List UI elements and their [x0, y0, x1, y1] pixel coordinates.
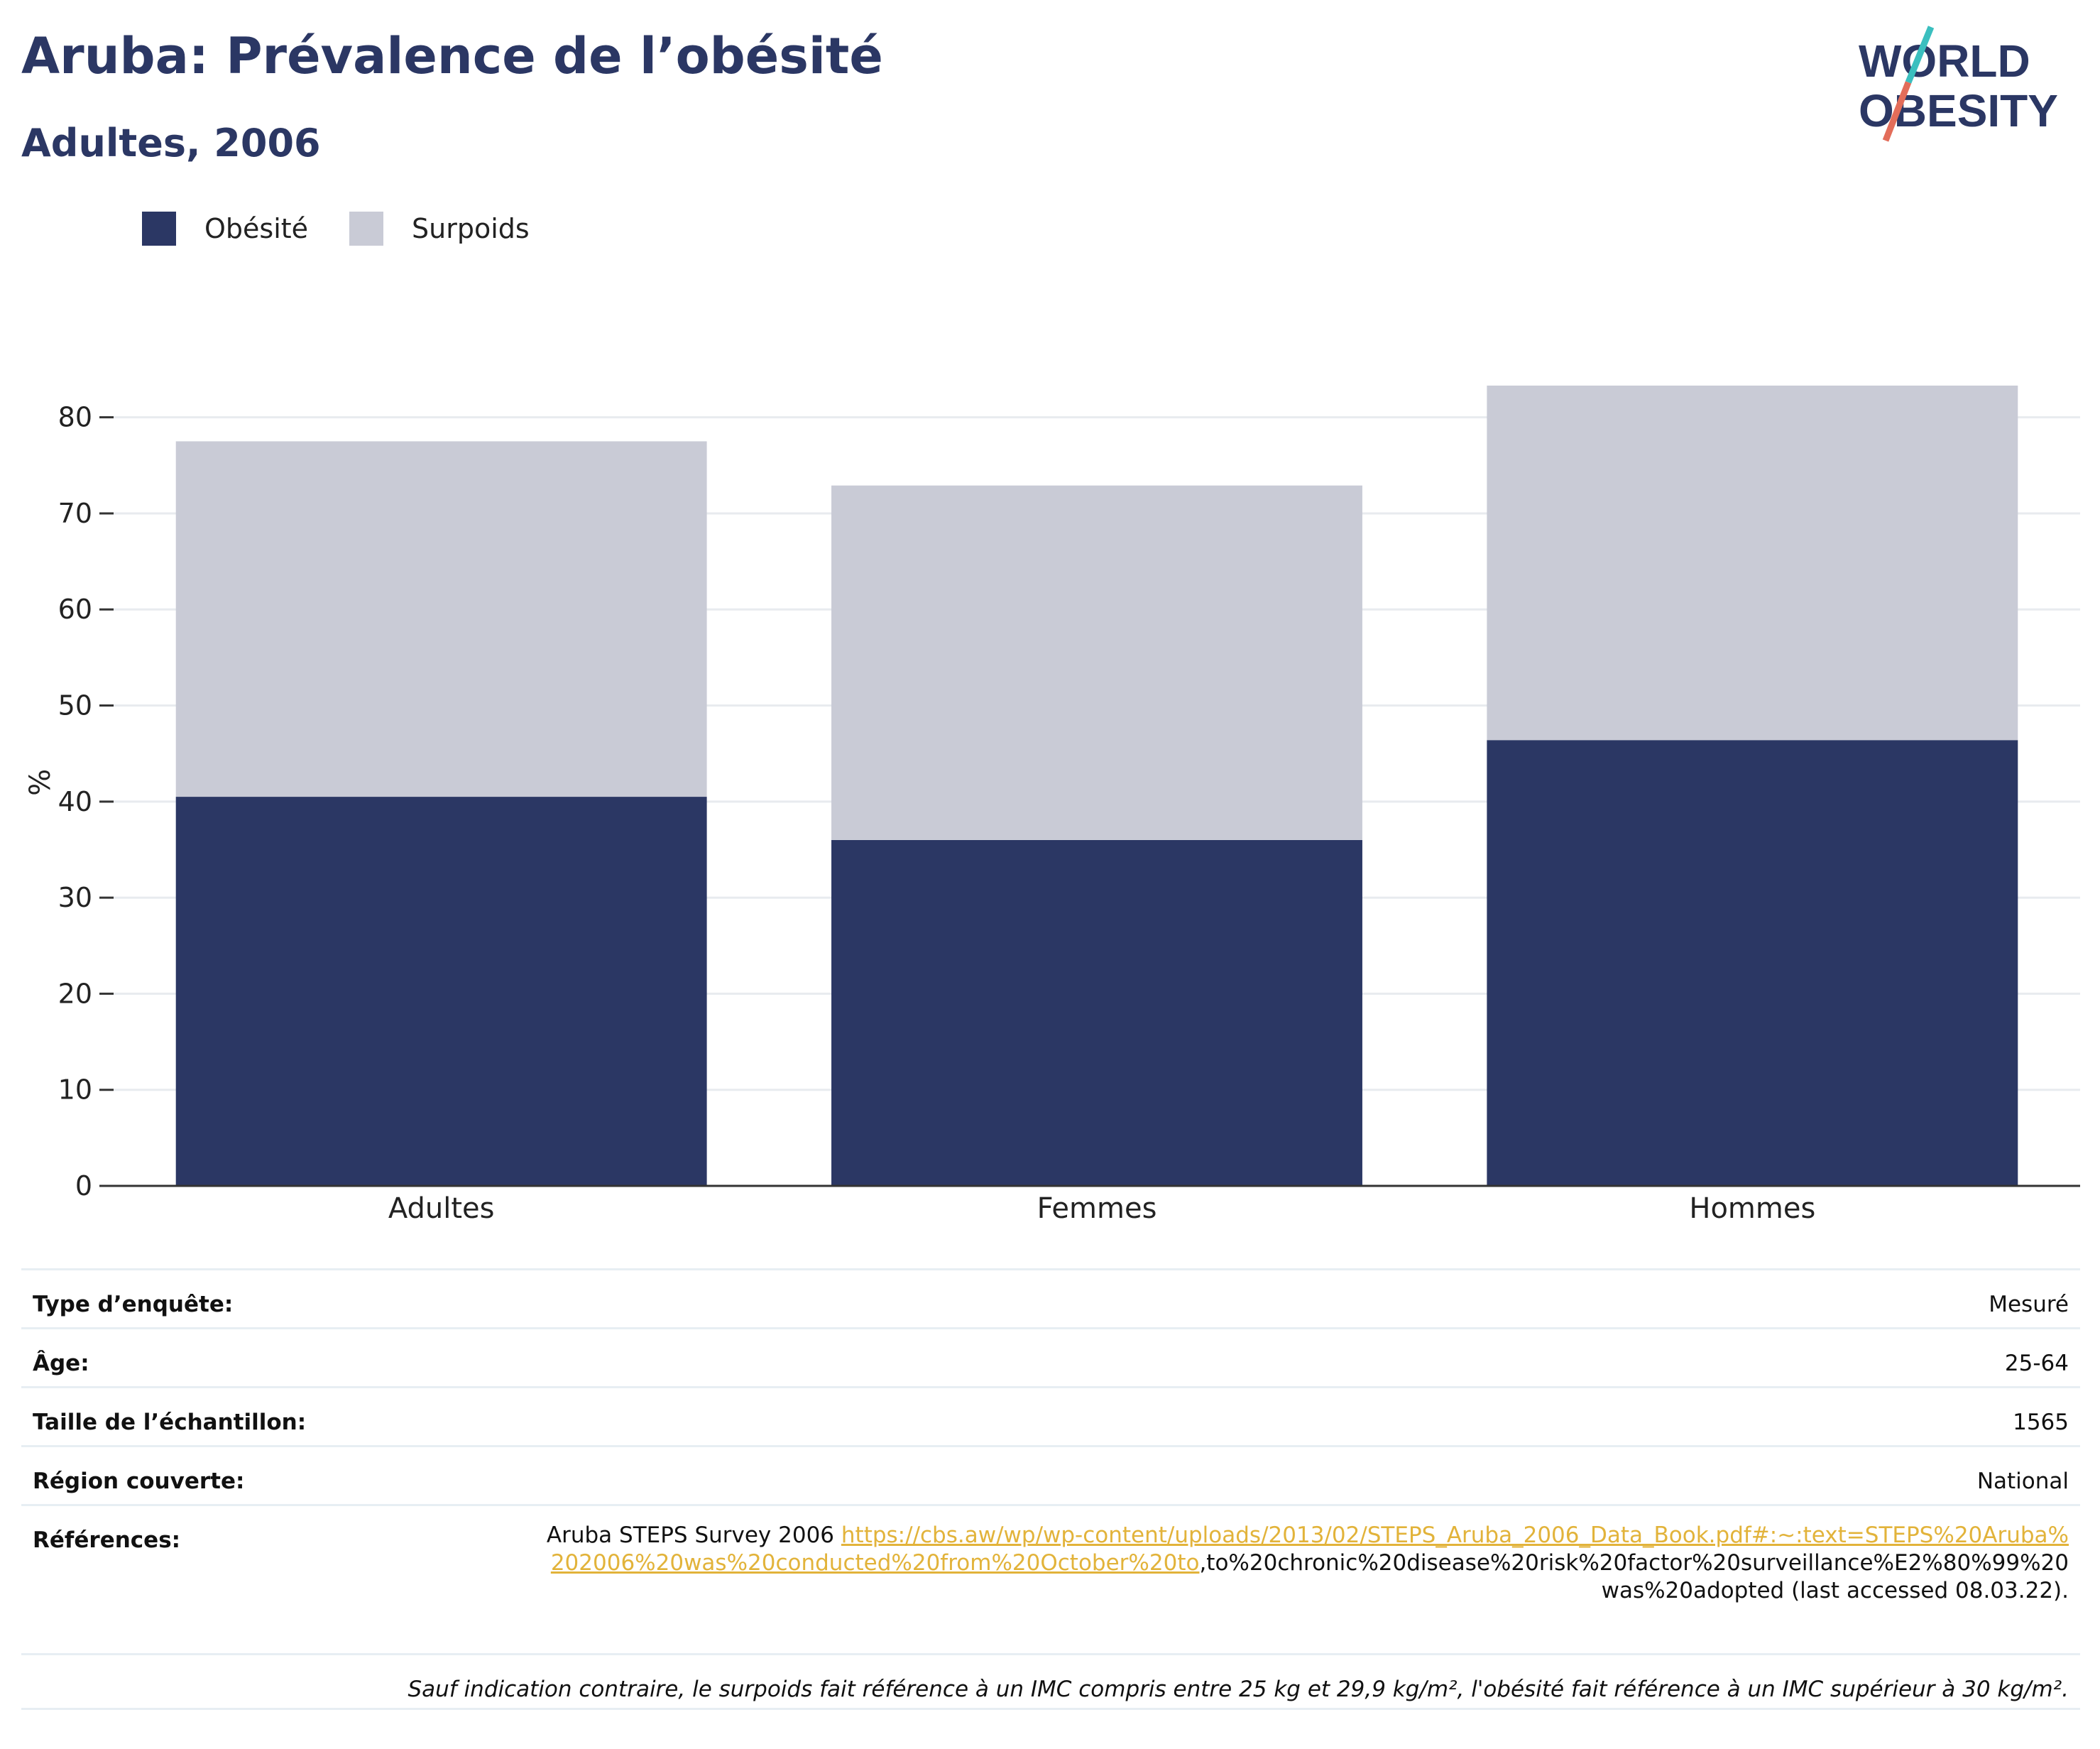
chart-subtitle: Adultes, 2006	[21, 121, 321, 165]
logo-word-world: WORLD	[1859, 36, 2030, 87]
legend-item-obesite[interactable]: Obésité	[142, 212, 308, 246]
bar-obesite-hommes	[1487, 740, 2018, 1186]
references-link[interactable]: https://cbs.aw/wp/wp-content/uploads/201…	[550, 1522, 2069, 1576]
sample-size-label: Taille de l’échantillon:	[33, 1410, 307, 1435]
info-row-sample-size: Taille de l’échantillon: 1565	[21, 1386, 2080, 1445]
x-tick-label: Adultes	[388, 1192, 495, 1225]
survey-type-label: Type d’enquête:	[33, 1292, 234, 1317]
bar-obesite-femmes	[831, 839, 1362, 1186]
region-label: Région couverte:	[33, 1469, 245, 1494]
info-row-age: Âge: 25-64	[21, 1327, 2080, 1386]
references-suffix-text: ,to%20chronic%20disease%20risk%20factor%…	[1199, 1550, 2069, 1603]
y-tick-label: 70	[58, 498, 92, 529]
x-tick-label: Hommes	[1689, 1192, 1815, 1225]
y-tick-label: 20	[58, 978, 92, 1009]
x-tick-label: Femmes	[1037, 1192, 1157, 1225]
age-value: 25-64	[2004, 1351, 2069, 1376]
y-tick-label: 80	[58, 402, 92, 433]
chart-legend: Obésité Surpoids	[142, 212, 571, 246]
bar-surpoids-adultes	[175, 441, 707, 797]
logo-teal-slash	[1905, 26, 1935, 84]
info-row-references: Références: Aruba STEPS Survey 2006 http…	[21, 1504, 2080, 1653]
chart-title: Aruba: Prévalence de l’obésité	[21, 27, 883, 85]
survey-info-table: Type d’enquête: Mesuré Âge: 25-64 Taille…	[21, 1268, 2080, 1710]
bar-obesite-adultes	[175, 797, 707, 1186]
world-obesity-logo: WORLD OBESITY	[1859, 26, 2058, 142]
legend-item-surpoids[interactable]: Surpoids	[349, 212, 530, 246]
references-source-text: Aruba STEPS Survey 2006	[546, 1522, 841, 1548]
y-tick-label: 0	[75, 1170, 92, 1202]
references-label: Références:	[33, 1527, 181, 1553]
legend-swatch-obesite	[142, 212, 176, 246]
age-label: Âge:	[33, 1351, 89, 1376]
sample-size-value: 1565	[2013, 1410, 2069, 1435]
y-tick-label: 10	[58, 1074, 92, 1106]
info-row-survey-type: Type d’enquête: Mesuré	[21, 1268, 2080, 1327]
info-row-region: Région couverte: National	[21, 1445, 2080, 1504]
info-row-note: Sauf indication contraire, le surpoids f…	[21, 1653, 2080, 1710]
legend-label-surpoids: Surpoids	[412, 213, 530, 244]
logo-coral-slash	[1882, 81, 1912, 142]
survey-type-value: Mesuré	[1989, 1292, 2069, 1317]
y-axis-label: %	[24, 769, 57, 796]
bar-surpoids-femmes	[831, 485, 1362, 840]
stacked-bar-chart: 0 10 20 30 40 50 60 70 80% Adultes Femmes Hommes	[24, 386, 2080, 1225]
y-tick-label: 40	[58, 786, 92, 817]
references-value: Aruba STEPS Survey 2006 https://cbs.aw/w…	[542, 1522, 2069, 1605]
legend-swatch-surpoids	[349, 212, 384, 246]
y-tick-label: 30	[58, 882, 92, 913]
y-tick-label: 60	[58, 594, 92, 625]
legend-label-obesite: Obésité	[204, 213, 309, 244]
bmi-definition-note: Sauf indication contraire, le surpoids f…	[408, 1677, 2069, 1702]
region-value: National	[1976, 1469, 2069, 1494]
bar-surpoids-hommes	[1487, 386, 2018, 741]
y-tick-label: 50	[58, 690, 92, 721]
